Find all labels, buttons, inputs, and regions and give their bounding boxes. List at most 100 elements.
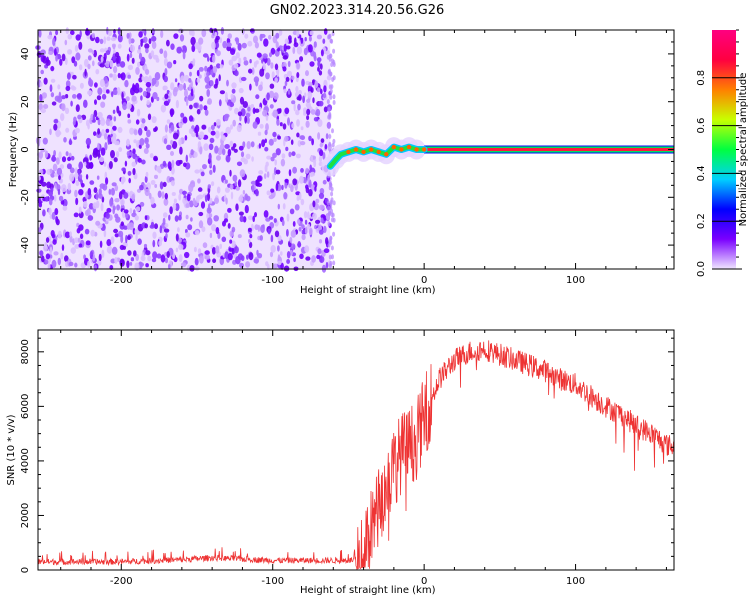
noise-speck: [101, 196, 105, 203]
noise-speck: [74, 45, 79, 52]
noise-speck: [227, 207, 232, 213]
noise-edge: [326, 99, 330, 105]
noise-speck: [61, 53, 66, 62]
noise-speck: [232, 143, 237, 148]
noise-speck: [54, 182, 57, 189]
snr-series-line: [38, 340, 674, 570]
noise-speck: [116, 204, 120, 211]
noise-speck: [277, 203, 280, 210]
noise-speck: [204, 254, 210, 260]
noise-speck: [204, 250, 210, 255]
noise-speck: [148, 38, 152, 45]
noise-edge: [332, 48, 336, 54]
noise-speck: [118, 191, 123, 200]
noise-speck: [91, 32, 96, 39]
noise-speck: [294, 204, 300, 211]
noise-speck: [138, 52, 143, 60]
noise-speck: [317, 66, 320, 72]
noise-edge: [331, 31, 335, 37]
noise-speck: [236, 161, 243, 167]
noise-speck: [234, 70, 239, 77]
noise-speck: [129, 261, 133, 266]
noise-speck: [274, 77, 278, 83]
noise-speck: [305, 167, 309, 174]
noise-speck: [150, 180, 156, 185]
noise-speck: [132, 148, 136, 154]
noise-speck: [126, 150, 131, 157]
noise-speck: [75, 104, 80, 112]
noise-speck: [320, 217, 324, 223]
noise-speck: [41, 181, 47, 187]
noise-speck: [236, 124, 242, 133]
noise-speck: [208, 143, 214, 151]
noise-speck: [73, 212, 79, 218]
noise-speck: [229, 183, 234, 190]
noise-edge: [326, 200, 330, 206]
noise-speck: [198, 74, 202, 79]
noise-speck: [51, 233, 56, 239]
noise-speck: [210, 124, 215, 131]
noise-speck: [130, 38, 135, 44]
noise-speck: [125, 96, 130, 102]
noise-speck: [234, 37, 239, 42]
colorbar-tick-label: 0.4: [696, 165, 707, 181]
noise-speck: [75, 197, 79, 206]
noise-speck: [259, 235, 263, 241]
noise-speck: [213, 122, 217, 127]
noise-speck: [282, 66, 287, 72]
noise-speck: [306, 115, 310, 120]
noise-speck: [253, 258, 259, 264]
noise-speck: [216, 63, 221, 69]
noise-speck: [111, 246, 118, 255]
noise-speck: [40, 255, 45, 263]
noise-speck: [111, 91, 114, 98]
noise-speck: [312, 212, 317, 220]
noise-speck: [323, 106, 328, 113]
noise-speck: [107, 136, 111, 145]
noise-speck: [103, 229, 107, 238]
noise-speck: [198, 220, 204, 229]
noise-speck: [71, 56, 76, 64]
noise-speck: [97, 87, 103, 95]
heatmap-ytick-label: -40: [20, 237, 31, 253]
noise-speck: [248, 241, 253, 249]
noise-speck: [298, 90, 302, 95]
noise-speck: [64, 57, 68, 65]
noise-speck: [141, 118, 146, 124]
noise-speck: [312, 97, 315, 104]
noise-speck: [183, 82, 187, 91]
noise-speck: [119, 61, 126, 68]
noise-speck: [188, 84, 192, 91]
noise-speck: [159, 48, 164, 54]
noise-speck: [105, 50, 111, 56]
noise-speck: [248, 68, 253, 74]
noise-speck: [143, 36, 148, 44]
noise-speck: [247, 215, 253, 221]
noise-speck: [299, 253, 304, 260]
noise-speck: [250, 141, 255, 148]
noise-speck: [309, 30, 314, 36]
noise-speck: [167, 161, 172, 170]
noise-speck: [151, 116, 157, 124]
noise-speck: [311, 138, 314, 146]
noise-speck: [188, 115, 194, 122]
line-frame: [37, 329, 675, 571]
noise-speck: [120, 72, 126, 81]
noise-speck: [106, 245, 113, 254]
noise-speck: [85, 240, 91, 246]
noise-speck: [117, 34, 123, 43]
noise-speck: [135, 66, 140, 75]
noise-speck: [70, 155, 75, 161]
noise-speck: [189, 265, 195, 272]
noise-speck: [244, 115, 248, 124]
noise-speck: [287, 117, 290, 126]
noise-speck: [265, 114, 269, 121]
noise-speck: [249, 234, 253, 239]
noise-speck: [319, 63, 323, 70]
noise-speck: [224, 113, 230, 118]
noise-speck: [323, 225, 327, 233]
noise-speck: [51, 156, 57, 162]
noise-speck: [295, 109, 300, 116]
track-point: [353, 147, 359, 152]
noise-speck: [124, 79, 129, 88]
